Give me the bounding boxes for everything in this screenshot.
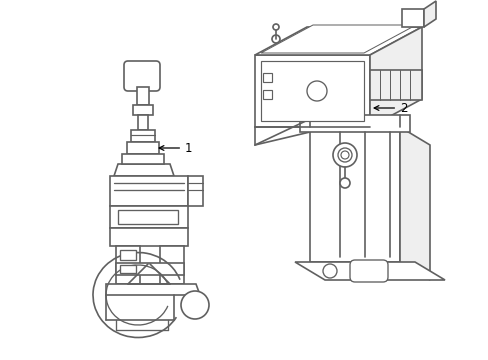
Ellipse shape bbox=[271, 35, 280, 43]
Bar bbox=[110, 228, 187, 246]
Text: 2: 2 bbox=[373, 102, 407, 114]
Polygon shape bbox=[309, 127, 399, 262]
Ellipse shape bbox=[332, 143, 356, 167]
Ellipse shape bbox=[340, 151, 348, 159]
Bar bbox=[120, 265, 136, 273]
Bar bbox=[122, 154, 163, 164]
Bar bbox=[137, 87, 149, 105]
Ellipse shape bbox=[323, 264, 336, 278]
Polygon shape bbox=[399, 127, 429, 280]
Bar bbox=[263, 73, 271, 82]
Bar bbox=[127, 142, 159, 154]
Bar bbox=[110, 206, 187, 228]
Text: 1: 1 bbox=[159, 141, 192, 154]
Bar bbox=[187, 176, 203, 206]
Polygon shape bbox=[254, 119, 309, 145]
Bar bbox=[263, 90, 271, 99]
Bar bbox=[116, 263, 183, 275]
FancyBboxPatch shape bbox=[124, 61, 160, 91]
Bar bbox=[261, 61, 363, 121]
Bar bbox=[131, 130, 155, 142]
Ellipse shape bbox=[337, 148, 351, 162]
Ellipse shape bbox=[306, 81, 326, 101]
Ellipse shape bbox=[181, 291, 208, 319]
Polygon shape bbox=[106, 284, 200, 295]
Bar bbox=[110, 176, 187, 206]
FancyBboxPatch shape bbox=[349, 260, 387, 282]
Ellipse shape bbox=[339, 178, 349, 188]
Bar bbox=[133, 105, 153, 115]
Polygon shape bbox=[114, 164, 174, 176]
Bar bbox=[138, 115, 148, 130]
Bar bbox=[118, 210, 178, 224]
Polygon shape bbox=[299, 115, 409, 132]
Bar bbox=[401, 9, 423, 27]
Polygon shape bbox=[369, 27, 421, 127]
Bar bbox=[254, 55, 369, 127]
Bar bbox=[116, 246, 140, 284]
Bar bbox=[120, 250, 136, 260]
Polygon shape bbox=[261, 25, 415, 53]
Polygon shape bbox=[294, 262, 444, 280]
Polygon shape bbox=[423, 1, 435, 27]
Bar bbox=[160, 246, 183, 284]
Polygon shape bbox=[254, 27, 421, 55]
Ellipse shape bbox=[272, 24, 279, 30]
Bar bbox=[369, 70, 421, 100]
